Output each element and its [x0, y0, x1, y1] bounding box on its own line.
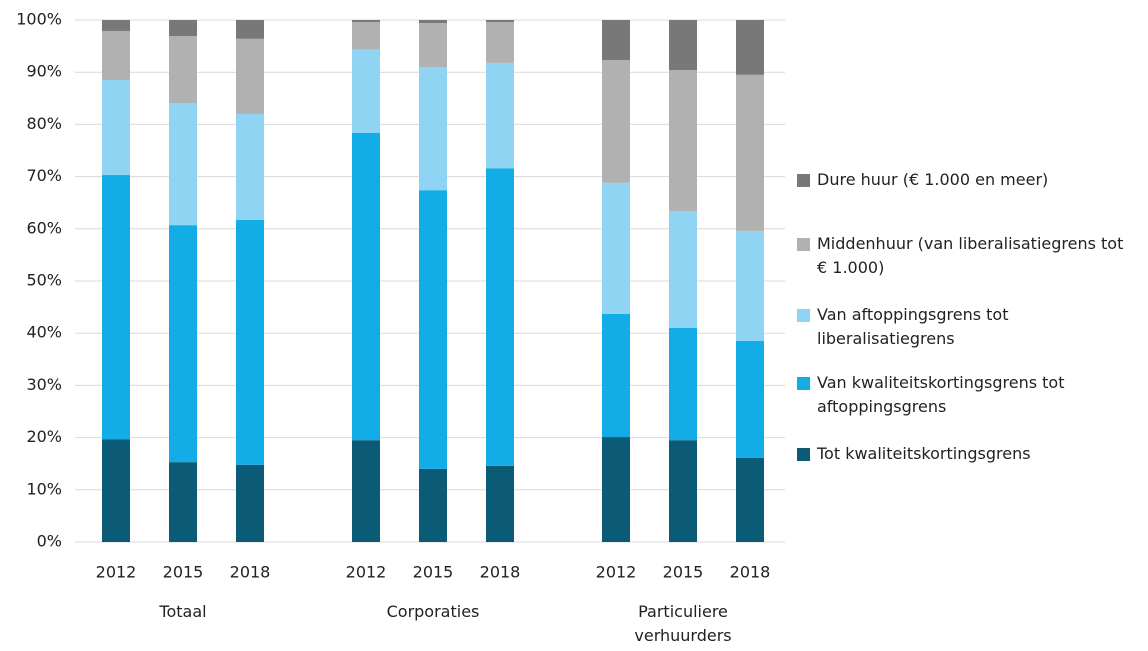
x-tick-label: 2018 [730, 563, 771, 582]
y-tick-label: 90% [26, 62, 62, 81]
bar-segment [736, 230, 764, 342]
bar-segment [669, 440, 697, 542]
bar-segment [419, 23, 447, 67]
x-tick-label: 2018 [230, 563, 271, 582]
y-tick-label: 100% [16, 10, 62, 29]
legend-item: Van kwaliteitskortingsgrens tot aftoppin… [797, 371, 1127, 419]
bar-segment [352, 22, 380, 50]
legend-swatch [797, 238, 810, 251]
legend-swatch [797, 309, 810, 322]
bar-segment [169, 225, 197, 463]
bar-segment [669, 327, 697, 441]
bar-segment [352, 49, 380, 133]
bar-segment [419, 468, 447, 542]
legend-swatch [797, 174, 810, 187]
bar-segment [102, 30, 130, 81]
bar-segment [419, 20, 447, 24]
legend-label: Van aftoppingsgrens tot liberalisatiegre… [817, 305, 1009, 348]
y-tick-label: 0% [37, 532, 62, 551]
legend-item: Tot kwaliteitskortingsgrens [797, 442, 1127, 466]
bar-segment [236, 219, 264, 465]
group-label: Totaal [159, 602, 207, 621]
legend-label: Van kwaliteitskortingsgrens tot aftoppin… [817, 373, 1065, 416]
bar-segment [352, 440, 380, 542]
bar-segment [736, 20, 764, 75]
y-tick-label: 10% [26, 479, 62, 498]
bar-segment [419, 190, 447, 469]
legend-swatch [797, 377, 810, 390]
y-tick-label: 60% [26, 218, 62, 237]
bar-segment [669, 211, 697, 328]
y-tick-label: 40% [26, 323, 62, 342]
bar-segment [102, 20, 130, 31]
bar-segment [486, 20, 514, 23]
y-tick-label: 50% [26, 271, 62, 290]
x-tick-label: 2012 [346, 563, 387, 582]
x-tick-label: 2018 [480, 563, 521, 582]
bar-segment [602, 437, 630, 542]
bar-segment [169, 102, 197, 226]
legend-label: Dure huur (€ 1.000 en meer) [817, 170, 1049, 189]
bar-segment [602, 60, 630, 183]
bar-segment [486, 22, 514, 63]
legend-swatch [797, 448, 810, 461]
x-tick-label: 2015 [413, 563, 454, 582]
x-tick-label: 2015 [663, 563, 704, 582]
bar-segment [602, 182, 630, 314]
bar-segment [102, 80, 130, 176]
x-tick-label: 2012 [596, 563, 637, 582]
y-tick-label: 30% [26, 375, 62, 394]
legend-label: Tot kwaliteitskortingsgrens [817, 444, 1031, 463]
bar-segment [169, 36, 197, 103]
bar-segment [669, 70, 697, 212]
bar-segment [236, 464, 264, 542]
legend-item: Van aftoppingsgrens tot liberalisatiegre… [797, 303, 1127, 351]
bar-segment [669, 20, 697, 71]
x-tick-label: 2012 [96, 563, 137, 582]
bar-segment [102, 439, 130, 542]
bar-segment [602, 313, 630, 438]
bar-segment [352, 132, 380, 441]
bar-segment [602, 20, 630, 61]
legend-item: Middenhuur (van liberalisatiegrens tot €… [797, 232, 1127, 280]
y-tick-label: 20% [26, 427, 62, 446]
y-tick-label: 80% [26, 114, 62, 133]
bar-segment [169, 462, 197, 542]
bar-segment [236, 20, 264, 39]
bar-segment [486, 62, 514, 169]
bar-segment [236, 113, 264, 220]
group-label: Corporaties [386, 602, 480, 621]
bar-segment [102, 175, 130, 440]
bar-segment [736, 341, 764, 458]
bar-segment [236, 38, 264, 114]
bar-segment [486, 465, 514, 542]
bar-segment [736, 457, 764, 542]
group-label: Particuliere verhuurders [634, 602, 732, 645]
bar-segment [736, 74, 764, 231]
bar-segment [486, 168, 514, 466]
y-tick-label: 70% [26, 166, 62, 185]
bar-segment [419, 66, 447, 191]
bar-segment [169, 20, 197, 37]
legend-item: Dure huur (€ 1.000 en meer) [797, 168, 1127, 192]
legend-label: Middenhuur (van liberalisatiegrens tot €… [817, 234, 1124, 277]
x-tick-label: 2015 [163, 563, 204, 582]
bar-segment [352, 20, 380, 23]
